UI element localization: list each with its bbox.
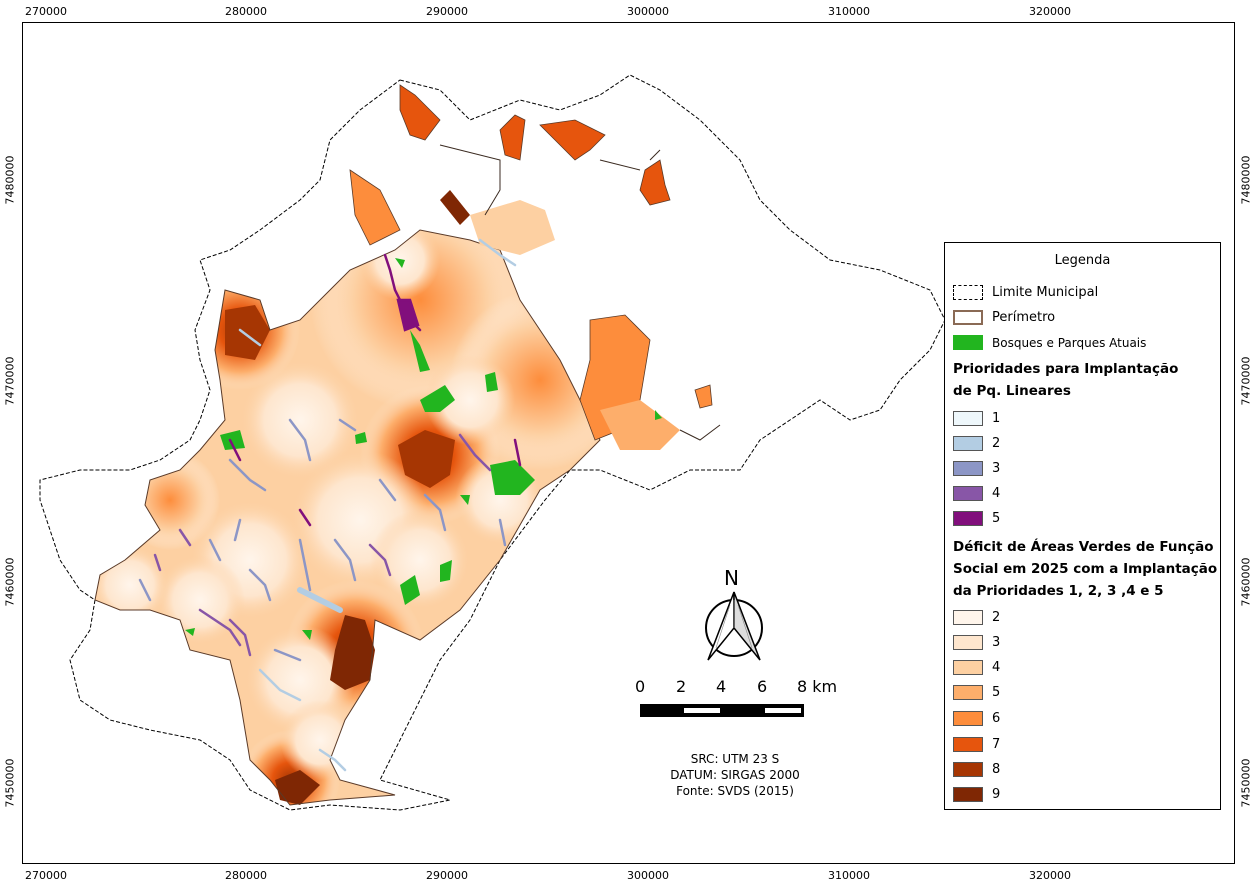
park-swatch xyxy=(953,335,983,350)
x-tick-top: 310000 xyxy=(828,5,870,18)
outlying-area xyxy=(639,159,671,206)
deficit-patch-9 xyxy=(398,430,455,488)
source-text: Fonte: SVDS (2015) xyxy=(676,784,794,798)
priority-heading-line: Prioridades para Implantação xyxy=(953,361,1179,377)
legend-item-priority: 3 xyxy=(953,461,1000,476)
priority-heading: Prioridades para Implantação de Pq. Line… xyxy=(953,358,1218,402)
x-tick-top: 320000 xyxy=(1029,5,1071,18)
deficit-swatch xyxy=(953,787,983,802)
legend-label: 2 xyxy=(992,436,1001,451)
legend-label: Bosques e Parques Atuais xyxy=(992,335,1147,350)
legend-label: 4 xyxy=(992,660,1001,675)
priority-swatch xyxy=(953,486,983,501)
scale-label: 8 km xyxy=(797,677,838,696)
legend-label: 9 xyxy=(992,787,1001,802)
legend-label: Limite Municipal xyxy=(992,285,1099,300)
legend-item-priority: 1 xyxy=(953,411,1000,426)
legend-item-priority: 5 xyxy=(953,511,1000,526)
legend-label: 8 xyxy=(992,762,1001,777)
legend-item-deficit: 2 xyxy=(953,610,1000,625)
dashed-line-swatch xyxy=(953,285,983,300)
scale-label: 2 xyxy=(676,677,687,696)
outlying-area xyxy=(600,400,680,450)
scale-label: 4 xyxy=(716,677,727,696)
legend-item-deficit: 4 xyxy=(953,660,1000,675)
legend-label: 2 xyxy=(992,610,1001,625)
deficit-surface xyxy=(95,230,600,805)
legend-label: 3 xyxy=(992,461,1001,476)
linear-parks xyxy=(138,238,522,772)
priority-swatch xyxy=(953,461,983,476)
x-tick-top: 280000 xyxy=(225,5,267,18)
legend-item-perimeter: Perímetro xyxy=(953,310,1055,325)
x-tick-bottom: 270000 xyxy=(25,869,67,882)
deficit-swatch xyxy=(953,711,983,726)
legend-label: Perímetro xyxy=(992,310,1056,325)
municipal-boundary xyxy=(39,74,946,811)
outlying-area xyxy=(539,119,606,161)
outlying-area xyxy=(470,200,555,255)
legend-label: 1 xyxy=(992,411,1001,426)
deficit-heading: Déficit de Áreas Verdes de Função Social… xyxy=(953,536,1218,602)
deficit-swatch xyxy=(953,762,983,777)
legend-item-deficit: 6 xyxy=(953,711,1000,726)
legend-label: 5 xyxy=(992,511,1001,526)
x-tick-bottom: 310000 xyxy=(828,869,870,882)
legend-label: 3 xyxy=(992,635,1001,650)
deficit-swatch xyxy=(953,685,983,700)
x-tick-top: 270000 xyxy=(25,5,67,18)
legend-label: 4 xyxy=(992,486,1001,501)
north-label: N xyxy=(724,566,739,590)
deficit-heading-line: da Prioridades 1, 2, 3 ,4 e 5 xyxy=(953,583,1164,599)
deficit-heading-line: Déficit de Áreas Verdes de Função xyxy=(953,539,1214,555)
scale-bar xyxy=(640,704,804,717)
outline-swatch xyxy=(953,310,983,325)
outlying-area xyxy=(399,84,441,141)
deficit-patch-9 xyxy=(275,770,320,805)
legend-item-deficit: 7 xyxy=(953,737,1000,752)
legend-item-deficit: 8 xyxy=(953,762,1000,777)
deficit-swatch xyxy=(953,610,983,625)
deficit-heading-line: Social em 2025 com a Implantação xyxy=(953,561,1218,577)
scale-label: 6 xyxy=(757,677,768,696)
legend: Legenda Limite Municipal Perímetro Bosqu… xyxy=(944,242,1221,810)
legend-item-deficit: 5 xyxy=(953,685,1000,700)
x-tick-bottom: 320000 xyxy=(1029,869,1071,882)
priority-swatch xyxy=(953,511,983,526)
legend-label: 5 xyxy=(992,685,1001,700)
north-arrow xyxy=(705,591,763,661)
x-tick-bottom: 290000 xyxy=(426,869,468,882)
legend-label: 6 xyxy=(992,711,1001,726)
priority-swatch xyxy=(953,411,983,426)
crs-text: SRC: UTM 23 S xyxy=(690,752,780,766)
legend-item-municipal-limit: Limite Municipal xyxy=(953,285,1098,300)
deficit-patch-8 xyxy=(225,305,270,360)
deficit-patch-9 xyxy=(330,615,375,690)
perimeter-line xyxy=(439,144,721,441)
outlying-area xyxy=(499,114,526,161)
legend-title: Legenda xyxy=(1054,253,1111,268)
deficit-swatch xyxy=(953,635,983,650)
deficit-swatch xyxy=(953,660,983,675)
x-tick-bottom: 280000 xyxy=(225,869,267,882)
x-tick-top: 290000 xyxy=(426,5,468,18)
x-tick-bottom: 300000 xyxy=(627,869,669,882)
scale-label: 0 xyxy=(635,677,646,696)
x-tick-top: 300000 xyxy=(627,5,669,18)
legend-label: 7 xyxy=(992,737,1001,752)
legend-item-parks: Bosques e Parques Atuais xyxy=(953,335,1146,350)
legend-item-deficit: 9 xyxy=(953,787,1000,802)
outlying-area xyxy=(349,169,401,246)
legend-item-priority: 2 xyxy=(953,436,1000,451)
legend-item-priority: 4 xyxy=(953,486,1000,501)
outlying-area xyxy=(694,384,713,409)
datum-text: DATUM: SIRGAS 2000 xyxy=(670,768,800,782)
priority-swatch xyxy=(953,436,983,451)
legend-item-deficit: 3 xyxy=(953,635,1000,650)
deficit-swatch xyxy=(953,737,983,752)
parks xyxy=(185,258,662,640)
outlying-area xyxy=(440,190,470,225)
priority-heading-line: de Pq. Lineares xyxy=(953,383,1071,399)
